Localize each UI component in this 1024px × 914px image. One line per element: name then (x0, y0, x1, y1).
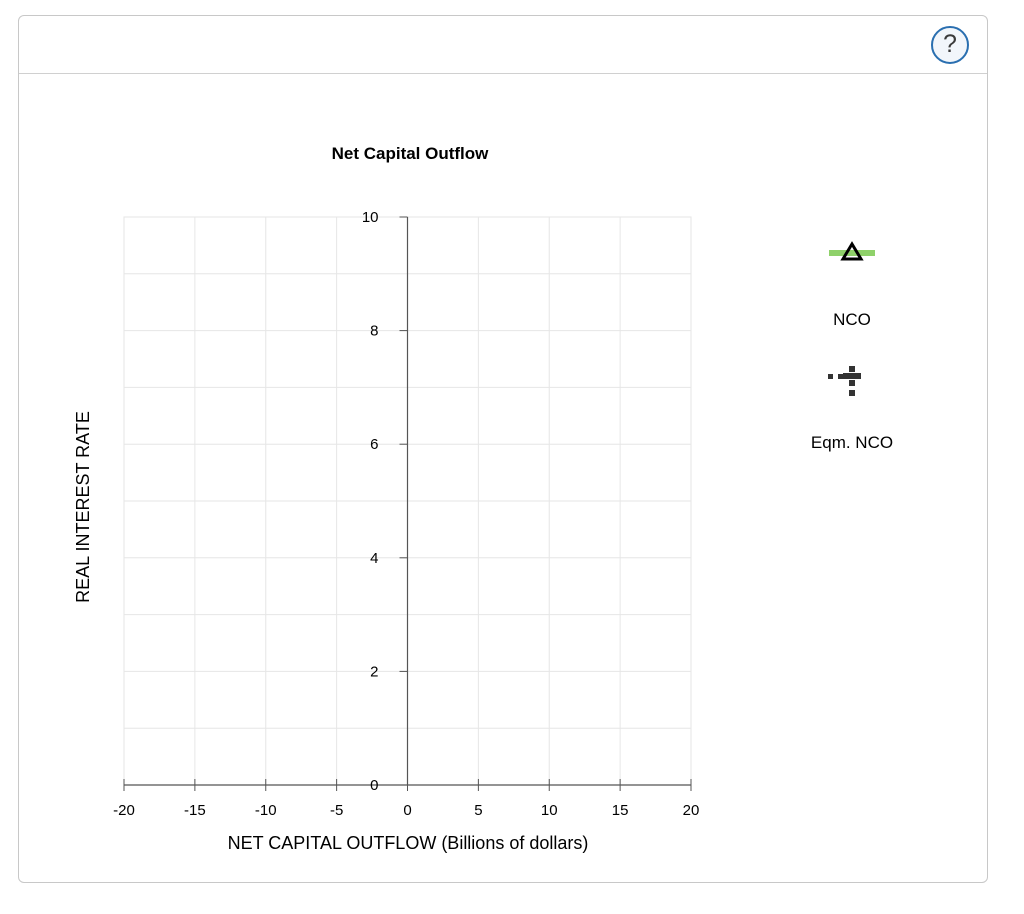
dotted-cross-icon[interactable] (828, 366, 861, 396)
x-tick-label: -20 (113, 802, 135, 819)
legend-item-eqm-nco[interactable]: Eqm. NCO (811, 366, 893, 452)
legend-label-nco: NCO (833, 310, 871, 329)
y-tick-label: 4 (370, 550, 378, 567)
green-line-triangle-icon[interactable] (829, 241, 875, 261)
y-tick-label: 0 (370, 777, 378, 794)
chart-title: Net Capital Outflow (332, 144, 490, 163)
x-tick-label: 10 (541, 802, 558, 819)
axes: -20 -15 -10 -5 0 5 10 15 20 0 2 4 6 8 10 (113, 209, 699, 819)
legend-item-nco[interactable]: NCO (829, 241, 875, 329)
x-axis-label: NET CAPITAL OUTFLOW (Billions of dollars… (228, 833, 589, 853)
help-button[interactable]: ? (931, 26, 969, 64)
x-tick-label: -10 (255, 802, 277, 819)
legend: NCO Eqm. NCO (811, 241, 893, 452)
legend-label-eqm-nco: Eqm. NCO (811, 433, 893, 452)
y-tick-label: 2 (370, 663, 378, 680)
y-axis-label: REAL INTEREST RATE (73, 411, 93, 603)
x-tick-label: -5 (330, 802, 343, 819)
x-tick-label: -15 (184, 802, 206, 819)
y-tick-label: 8 (370, 323, 378, 340)
x-tick-label: 20 (683, 802, 700, 819)
panel-header: ? (19, 16, 987, 74)
x-tick-label: 15 (612, 802, 629, 819)
x-tick-label: 5 (474, 802, 482, 819)
x-tick-label: 0 (403, 802, 411, 819)
y-tick-label: 6 (370, 436, 378, 453)
y-tick-label: 10 (362, 209, 379, 226)
